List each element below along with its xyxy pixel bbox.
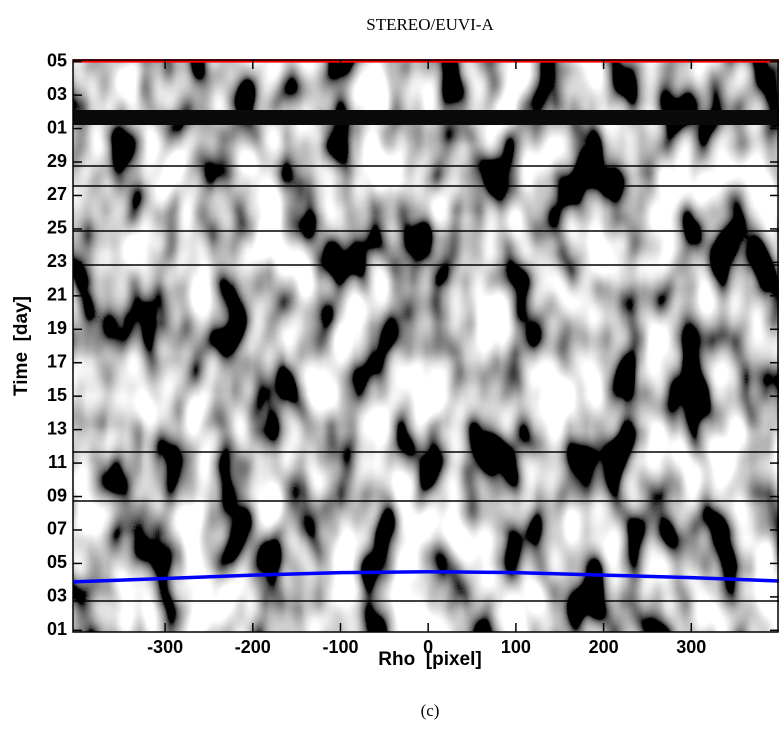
y-tick-label: 19 — [47, 318, 67, 338]
y-tick-label: 01 — [47, 619, 67, 639]
y-tick-label: 29 — [47, 151, 67, 171]
plot-frame — [72, 59, 779, 633]
y-axis-label: Time [day] — [11, 296, 32, 396]
x-tick-label: 300 — [676, 637, 706, 657]
y-tick-label: 27 — [47, 184, 67, 204]
x-axis-label: Rho [pixel] — [378, 649, 481, 670]
x-tick-label: 0 — [423, 637, 433, 657]
y-tick-label: 17 — [47, 351, 67, 371]
y-tick-label: 25 — [47, 218, 67, 238]
x-tick-label: -100 — [322, 637, 358, 657]
x-tick-label: -200 — [235, 637, 271, 657]
gap-lines — [73, 165, 779, 602]
y-tick-label: 03 — [47, 84, 67, 104]
x-tick-label: 200 — [589, 637, 619, 657]
y-tick-label: 23 — [47, 251, 67, 271]
x-tick-label: -300 — [147, 637, 183, 657]
y-tick-label: 11 — [48, 452, 67, 472]
y-tick-label: 15 — [47, 385, 67, 405]
chart-title: STEREO/EUVI-A — [366, 15, 494, 34]
y-tick-label: 03 — [47, 586, 67, 606]
y-tick-label: 09 — [47, 485, 67, 505]
y-tick-label: 05 — [47, 50, 67, 70]
image-map — [73, 60, 779, 632]
y-tick-label: 07 — [47, 519, 67, 539]
intensity-texture — [73, 60, 779, 632]
y-tick-label: 01 — [47, 117, 67, 137]
y-tick-label: 13 — [47, 418, 67, 438]
y-tick-label: 05 — [47, 552, 67, 572]
series-line — [72, 570, 779, 584]
caption: (c) — [421, 701, 440, 720]
marks — [72, 59, 779, 584]
y-tick-label: 21 — [47, 285, 67, 305]
data-gap — [73, 110, 779, 125]
x-tick-label: 100 — [501, 637, 531, 657]
